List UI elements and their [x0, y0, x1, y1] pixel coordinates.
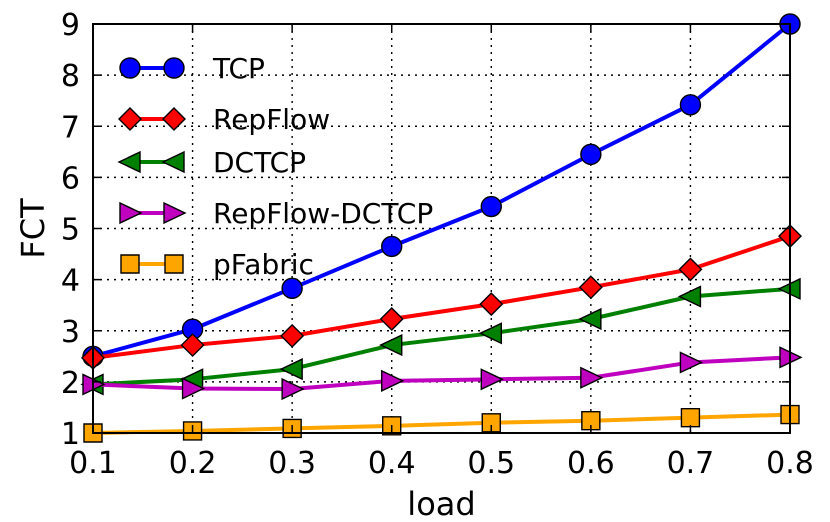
legend-marker [120, 254, 140, 274]
series-repflow-dctcp [82, 346, 803, 401]
data-point-dctcp [279, 357, 303, 381]
y-tick-label: 8 [61, 59, 80, 94]
x-tick-label: 0.4 [368, 446, 416, 481]
legend: TCP RepFlow DCTCP RepFlow-DCTCP pFabric [117, 52, 433, 281]
legend-label: TCP [212, 52, 265, 85]
legend-item-pfabric: pFabric [120, 248, 314, 281]
series-line-tcp [92, 22, 792, 359]
legend-marker [162, 107, 186, 131]
series-pfabric [83, 404, 800, 443]
x-tick-label: 0.2 [169, 446, 217, 481]
x-tick-label: 0.7 [667, 446, 715, 481]
data-point-tcp [480, 195, 502, 218]
legend-marker [164, 254, 184, 274]
legend-marker [118, 107, 142, 131]
y-tick-label: 3 [61, 315, 80, 350]
y-tick-label: 7 [61, 110, 80, 145]
legend-marker [119, 57, 141, 79]
x-tick-label: 0.5 [467, 446, 515, 481]
grid [93, 24, 790, 433]
ticks: 0.1 0.2 0.3 0.4 0.5 0.6 0.7 0.8 1 2 3 4 5 6 7 8 9 [61, 8, 814, 481]
data-point-repflow-dctcp [480, 368, 504, 391]
x-tick-label: 0.1 [69, 446, 117, 481]
legend-marker [163, 201, 187, 225]
series-line-pfabric [92, 412, 791, 435]
series-line-repflow [92, 234, 791, 360]
data-point-tcp [281, 277, 303, 300]
legend-item-tcp: TCP [119, 52, 265, 85]
x-tick-label: 0.8 [766, 446, 814, 481]
legend-marker [119, 201, 143, 225]
legend-marker [163, 57, 185, 79]
y-tick-label: 5 [61, 213, 80, 248]
data-point-repflow-dctcp [679, 351, 704, 374]
series-layer [80, 13, 803, 443]
data-point-repflow [379, 307, 404, 331]
x-tick-label: 0.3 [268, 446, 316, 481]
series-tcp [82, 13, 801, 368]
data-point-repflow-dctcp [580, 366, 604, 389]
x-axis-title: load [407, 485, 475, 522]
series-line-dctcp [92, 286, 791, 387]
series-line-repflow-dctcp [92, 355, 791, 392]
data-point-repflow [578, 275, 603, 300]
data-point-dctcp [478, 322, 502, 345]
legend-label: DCTCP [213, 146, 306, 179]
data-point-tcp [679, 94, 702, 116]
y-tick-label: 2 [61, 366, 80, 401]
legend-item-repflow: RepFlow [118, 103, 330, 136]
y-tick-label: 4 [61, 264, 80, 299]
data-point-repflow-dctcp [181, 377, 206, 400]
data-point-pfabric [680, 407, 701, 428]
legend-label: pFabric [213, 248, 314, 281]
data-point-tcp [580, 143, 602, 166]
y-tick-label: 6 [61, 161, 80, 196]
data-point-repflow [180, 333, 205, 358]
y-tick-label: 1 [61, 417, 80, 452]
data-point-dctcp [677, 285, 702, 308]
data-point-repflow-dctcp [381, 369, 405, 392]
legend-item-dctcp: DCTCP [117, 146, 306, 179]
y-tick-label: 9 [61, 8, 80, 43]
data-point-dctcp [379, 333, 403, 357]
data-point-dctcp [578, 307, 602, 331]
legend-label: RepFlow [213, 103, 330, 136]
data-point-repflow [479, 292, 504, 317]
legend-item-repflow-dctcp: RepFlow-DCTCP [119, 197, 433, 230]
data-point-repflow [678, 257, 703, 282]
y-axis-title: FCT [14, 198, 52, 259]
data-point-repflow-dctcp [281, 377, 305, 401]
data-point-pfabric [481, 413, 501, 433]
data-point-repflow [280, 323, 305, 348]
data-point-tcp [381, 235, 403, 258]
data-point-pfabric [581, 411, 601, 431]
legend-label: RepFlow-DCTCP [213, 197, 433, 230]
legend-marker [161, 150, 185, 174]
x-tick-label: 0.6 [567, 446, 615, 481]
legend-marker [117, 150, 141, 174]
